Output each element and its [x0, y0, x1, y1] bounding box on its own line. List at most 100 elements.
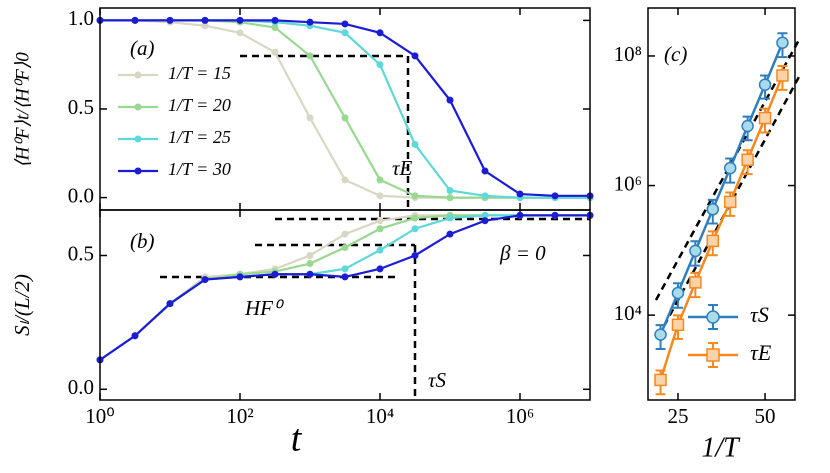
marker: [411, 225, 419, 233]
marker: [376, 61, 384, 69]
legend-label: τS: [750, 302, 769, 327]
marker: [516, 190, 524, 198]
marker: [758, 78, 772, 91]
marker: [341, 243, 349, 251]
x-tick-label: 10⁴: [366, 404, 394, 428]
marker: [201, 22, 209, 30]
marker: [758, 111, 772, 125]
marker: [271, 48, 279, 56]
y-tick-label: 10⁶: [614, 171, 642, 195]
y-tick-label: 0.0: [68, 183, 94, 207]
x-tick-label: 50: [755, 404, 776, 428]
series-line: [659, 42, 784, 336]
axes-frame: [647, 7, 796, 401]
marker: [671, 318, 685, 332]
legend-label: τE: [750, 340, 772, 365]
marker: [306, 18, 314, 26]
marker: [166, 300, 174, 308]
marker: [741, 119, 754, 133]
marker: [236, 16, 244, 24]
marker: [341, 176, 349, 184]
legend-marker: [134, 103, 142, 111]
marker: [481, 211, 489, 219]
marker: [306, 260, 314, 268]
marker: [376, 246, 384, 254]
y-tick-label: 0.5: [68, 95, 94, 119]
marker: [376, 217, 384, 225]
legend-marker: [706, 348, 720, 362]
panel-label: (c): [664, 42, 687, 66]
y-tick-label: 10⁴: [614, 301, 642, 325]
fit-lines: [160, 37, 802, 400]
marker: [446, 214, 454, 222]
marker: [341, 29, 349, 37]
y-tick-label: 0.5: [68, 241, 94, 265]
marker: [376, 29, 384, 37]
y-axis-label: ⟨H⁰F⟩t/⟨H⁰F⟩0: [12, 52, 33, 168]
panel-label: (a): [130, 36, 155, 60]
marker: [271, 16, 279, 24]
annotation: HF⁰: [244, 296, 285, 320]
marker: [411, 251, 419, 259]
x-tick-label: 25: [667, 404, 688, 428]
marker: [671, 286, 685, 300]
legend-label: 1/T = 30: [168, 159, 231, 179]
marker: [376, 265, 384, 273]
marker: [481, 192, 489, 200]
marker: [376, 176, 384, 184]
marker: [723, 161, 737, 175]
legend-label: 1/T = 15: [168, 63, 231, 83]
annotation: β = 0: [499, 241, 546, 265]
x-axis-label: 1/T: [701, 432, 741, 463]
marker: [341, 114, 349, 122]
marker: [723, 195, 737, 209]
marker: [551, 192, 559, 200]
marker: [481, 167, 489, 175]
legend-marker: [134, 167, 142, 175]
annotation: τE: [392, 156, 413, 180]
series-line: [659, 75, 784, 381]
marker: [446, 230, 454, 238]
x-tick-label: 10²: [226, 404, 253, 428]
marker: [201, 16, 209, 24]
marker: [776, 69, 789, 82]
panel-label: (b): [130, 229, 155, 253]
marker: [236, 29, 244, 37]
marker: [306, 270, 314, 278]
marker: [306, 251, 314, 259]
marker: [654, 328, 667, 341]
axes-frame: [99, 209, 591, 401]
marker: [446, 96, 454, 104]
y-tick-label: 0.0: [68, 375, 94, 399]
legend-marker: [134, 135, 142, 143]
legend-label: 1/T = 25: [168, 127, 231, 147]
y-axis-label: Sₗ/(L/2): [10, 274, 34, 336]
marker: [446, 194, 454, 202]
marker: [706, 203, 720, 216]
marker: [411, 52, 419, 60]
marker: [341, 230, 349, 238]
marker: [689, 244, 702, 258]
marker: [306, 52, 314, 60]
marker: [201, 276, 209, 284]
marker: [411, 140, 419, 148]
y-tick-label: 10⁸: [614, 42, 642, 66]
marker: [306, 114, 314, 122]
marker: [411, 192, 419, 200]
marker: [481, 217, 489, 225]
marker: [551, 211, 559, 219]
x-tick-label: 10⁶: [506, 404, 534, 428]
annotation: τS: [428, 368, 447, 392]
legend-marker: [134, 71, 142, 79]
x-axis-label: t: [291, 418, 303, 460]
marker: [516, 211, 524, 219]
marker: [376, 192, 384, 200]
marker: [776, 36, 789, 49]
y-tick-label: 1.0: [68, 6, 94, 30]
marker: [236, 273, 244, 281]
marker: [741, 153, 754, 167]
marker: [341, 273, 349, 281]
marker: [341, 265, 349, 273]
